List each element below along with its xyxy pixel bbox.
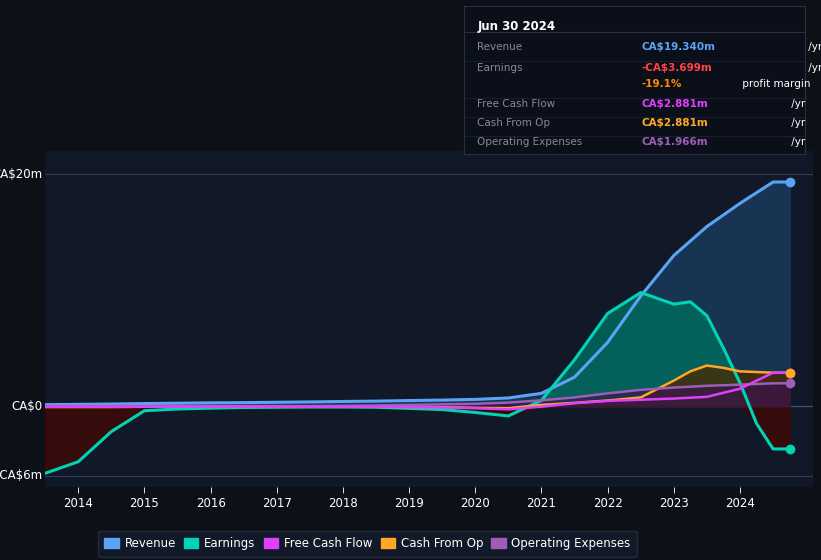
Text: -CA$3.699m: -CA$3.699m	[641, 63, 712, 73]
Legend: Revenue, Earnings, Free Cash Flow, Cash From Op, Operating Expenses: Revenue, Earnings, Free Cash Flow, Cash …	[98, 531, 637, 557]
Text: CA$19.340m: CA$19.340m	[641, 42, 715, 52]
Text: -19.1%: -19.1%	[641, 80, 681, 89]
Text: Earnings: Earnings	[478, 63, 523, 73]
Text: Revenue: Revenue	[478, 42, 523, 52]
Text: CA$1.966m: CA$1.966m	[641, 137, 708, 147]
Text: /yr: /yr	[788, 99, 805, 109]
Text: CA$20m: CA$20m	[0, 168, 43, 181]
Text: profit margin: profit margin	[739, 80, 810, 89]
Text: CA$0: CA$0	[11, 400, 43, 413]
Text: /yr: /yr	[788, 137, 805, 147]
Text: -CA$6m: -CA$6m	[0, 469, 43, 482]
Text: Cash From Op: Cash From Op	[478, 118, 551, 128]
Text: Jun 30 2024: Jun 30 2024	[478, 21, 556, 34]
Text: CA$2.881m: CA$2.881m	[641, 99, 708, 109]
Text: Operating Expenses: Operating Expenses	[478, 137, 583, 147]
Text: /yr: /yr	[805, 63, 821, 73]
Text: CA$2.881m: CA$2.881m	[641, 118, 708, 128]
Text: Free Cash Flow: Free Cash Flow	[478, 99, 556, 109]
Text: /yr: /yr	[805, 42, 821, 52]
Text: /yr: /yr	[788, 118, 805, 128]
